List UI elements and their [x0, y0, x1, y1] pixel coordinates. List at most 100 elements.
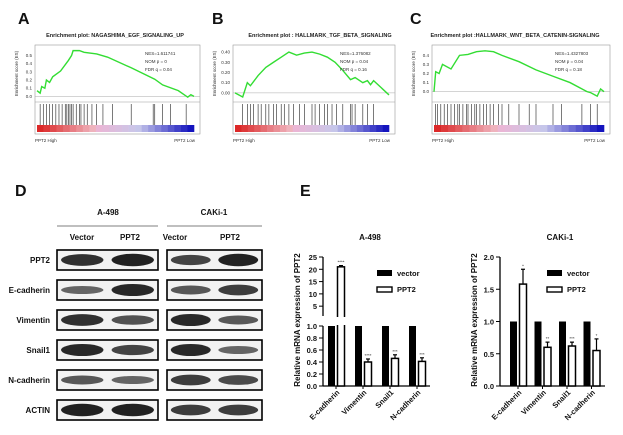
- category-label: Vimentin: [340, 388, 369, 417]
- ranked-list-gradient-cell: [363, 125, 371, 132]
- protein-band: [61, 314, 104, 326]
- protein-band: [170, 285, 211, 295]
- bar-vector: [328, 326, 335, 386]
- ranked-list-gradient-cell: [511, 125, 520, 132]
- significance-label: **: [546, 336, 550, 341]
- bar-ppt2: [518, 283, 528, 387]
- ranked-list-gradient-cell: [174, 125, 182, 132]
- bar-ppt2: [417, 360, 427, 387]
- y-axis-label: Enrichment score (ES): [411, 50, 416, 96]
- protein-band: [218, 253, 259, 267]
- protein-band: [218, 284, 259, 296]
- y-tick-label: 0.0: [307, 382, 317, 391]
- ranked-list-gradient-cell: [356, 125, 364, 132]
- bar-ppt2: [543, 346, 552, 387]
- category-label: Vimentin: [519, 388, 548, 417]
- significance-label: ****: [337, 260, 344, 265]
- protein-band: [111, 283, 154, 297]
- gsea-title: Enrichment plot : HALLMARK_TGF_BETA_SIGN…: [248, 33, 391, 39]
- y-tick-label: 1.5: [484, 285, 494, 294]
- ranked-list-gradient-cell: [497, 125, 506, 132]
- blot-row-label: PPT2: [30, 256, 51, 265]
- y-tick-label: 0.0: [484, 382, 494, 391]
- panel-label-d: D: [15, 183, 27, 200]
- significance-label: *: [596, 333, 598, 338]
- ranked-list-gradient-cell: [56, 125, 64, 132]
- y-tick-label: 15: [309, 278, 317, 287]
- ranked-list-gradient-cell: [89, 125, 97, 132]
- ranked-list-gradient-cell: [115, 125, 123, 132]
- ranked-list-gradient-cell: [69, 125, 77, 132]
- ranked-list-gradient-cell: [37, 125, 44, 132]
- protein-band: [61, 343, 104, 357]
- gsea-plot-1: Enrichment plot : HALLMARK_TGF_BETA_SIGN…: [212, 33, 396, 143]
- ranked-list-gradient-cell: [441, 125, 449, 132]
- bar-chart-3: A-498 Relative mRNA expression of PPT2 0.0…: [293, 233, 430, 422]
- bar-vector: [510, 321, 517, 386]
- high-label: PPT2 High: [233, 138, 255, 143]
- ranked-list-gradient-cell: [43, 125, 51, 132]
- bar-chart-4: CAKi-1 Relative mRNA expression of PPT2 0.…: [470, 233, 605, 422]
- blot-row-label: ACTIN: [26, 406, 51, 415]
- y-tick-label: 2.0: [484, 253, 494, 262]
- ranked-list-gradient-cell: [490, 125, 499, 132]
- ranked-list-gradient-cell: [305, 125, 313, 132]
- protein-band: [170, 404, 211, 416]
- enrichment-curve: [234, 51, 390, 98]
- y-tick-label: 25: [309, 253, 317, 262]
- ranked-list-gradient-cell: [141, 125, 149, 132]
- ranked-list-gradient-cell: [247, 125, 255, 132]
- category-label: Snail1: [373, 388, 395, 410]
- western-blot: A-498 CAKi-1 Vector PPT2 Vector PPT2 PPT2 E-cad…: [8, 208, 263, 421]
- high-label: PPT2 High: [432, 138, 454, 143]
- y-tick-label: 0.10: [221, 80, 230, 85]
- gsea-frame: [232, 44, 396, 135]
- ranked-list-gradient-cell: [267, 125, 274, 132]
- blot-row-label: N-cadherin: [8, 376, 50, 385]
- ranked-list-gradient-cell: [448, 125, 456, 132]
- cell-line-label: CAKi-1: [201, 208, 228, 217]
- ranked-list-gradient-cell: [331, 125, 338, 132]
- y-tick-label: 0.40: [221, 50, 230, 55]
- y-tick-label: 0.4: [26, 61, 33, 66]
- enrichment-curve: [433, 50, 605, 98]
- protein-band: [170, 254, 211, 266]
- legend-swatch-vector: [377, 270, 392, 276]
- y-tick-label: 0.4: [307, 358, 318, 367]
- ranked-list-gradient-cell: [554, 125, 562, 132]
- ranked-list-gradient-cell: [260, 125, 268, 132]
- ranked-list-gradient-cell: [382, 125, 390, 132]
- y-tick-label: 0.30: [221, 60, 230, 65]
- ranked-list-gradient-cell: [533, 125, 541, 132]
- protein-band: [218, 345, 259, 355]
- panel-label-c: C: [410, 11, 422, 28]
- bar-vector: [355, 326, 362, 386]
- ranked-list-gradient-cell: [108, 125, 116, 132]
- y-tick-label: 0.3: [423, 62, 430, 67]
- y-axis-label: Relative mRNA expression of PPT2: [293, 253, 302, 387]
- protein-band: [111, 344, 154, 356]
- low-label: PPT2 Low: [584, 138, 606, 143]
- y-tick-label: 0.1: [423, 80, 430, 85]
- ranked-list-gradient-cell: [95, 125, 103, 132]
- gsea-stat: FDR q = 0.16: [340, 67, 367, 72]
- y-tick-label: 0.4: [423, 53, 430, 58]
- significance-label: ***: [569, 336, 575, 341]
- y-tick-label: 0.2: [26, 78, 33, 83]
- panel-label-b: B: [212, 11, 224, 28]
- y-tick-label: 10: [309, 290, 317, 299]
- bar-vector: [409, 326, 416, 386]
- gsea-plot-0: Enrichment plot: NAGASHIMA_EGF_SIGNALING…: [14, 33, 201, 143]
- protein-band: [170, 374, 211, 386]
- gsea-title: Enrichment plot :HALLMARK_WNT_BETA_CATEN…: [430, 33, 599, 39]
- bar-vector: [583, 321, 591, 386]
- gsea-stat: NES=1.376082: [340, 51, 371, 56]
- ranked-list-gradient-cell: [135, 125, 142, 132]
- ranked-list-gradient-cell: [318, 125, 326, 132]
- bar-vector: [382, 326, 389, 386]
- low-label: PPT2 Low: [174, 138, 196, 143]
- ranked-list-gradient-cell: [455, 125, 463, 132]
- ranked-list-gradient-cell: [286, 125, 294, 132]
- y-axis-label: Enrichment score (ES): [14, 50, 19, 96]
- bar-ppt2: [363, 361, 373, 387]
